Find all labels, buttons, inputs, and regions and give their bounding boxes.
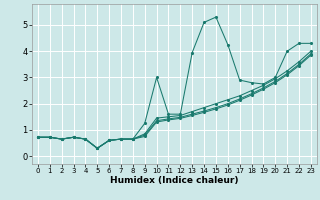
X-axis label: Humidex (Indice chaleur): Humidex (Indice chaleur) <box>110 176 239 185</box>
